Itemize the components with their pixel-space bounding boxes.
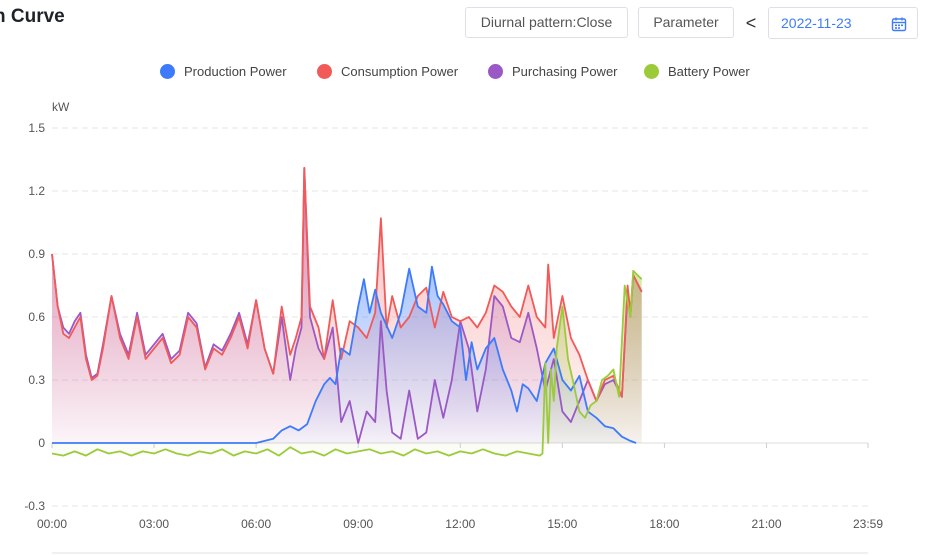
y-tick-label: 0.6 (28, 310, 45, 324)
diurnal-pattern-button[interactable]: Diurnal pattern:Close (465, 7, 628, 38)
y-tick-label: 1.5 (28, 121, 45, 135)
legend-marker (644, 64, 659, 79)
calendar-icon[interactable] (891, 16, 907, 32)
page-title: n Curve (0, 6, 65, 27)
legend-marker (160, 64, 175, 79)
legend-label: Battery Power (668, 64, 750, 79)
x-tick-label: 18:00 (649, 517, 679, 531)
x-tick-label: 15:00 (547, 517, 577, 531)
chevron-left-icon[interactable]: < (745, 13, 757, 33)
x-tick-label: 06:00 (241, 517, 271, 531)
y-tick-label: 0 (38, 436, 45, 450)
series-area (52, 266, 637, 443)
y-unit-label: kW (52, 100, 70, 114)
y-tick-label: 1.2 (28, 184, 45, 198)
y-tick-label: 0.3 (28, 373, 45, 387)
x-tick-label: 12:00 (445, 517, 475, 531)
date-value[interactable]: 2022-11-23 (781, 15, 852, 31)
series-area (52, 270, 642, 456)
parameter-button[interactable]: Parameter (638, 7, 734, 38)
series-line (51, 167, 643, 402)
x-tick-label: 00:00 (37, 517, 67, 531)
legend-marker (488, 64, 503, 79)
x-tick-label: 21:00 (751, 517, 781, 531)
series-line (52, 265, 637, 444)
legend-label: Production Power (184, 64, 287, 79)
x-tick-label: 23:59 (853, 517, 883, 531)
legend-marker (317, 64, 332, 79)
series-line (51, 269, 643, 457)
legend-label: Purchasing Power (512, 64, 618, 79)
x-tick-label: 09:00 (343, 517, 373, 531)
date-picker[interactable]: 2022-11-23 (768, 7, 918, 39)
y-tick-label: 0.9 (28, 247, 45, 261)
y-tick-label: -0.3 (24, 499, 45, 513)
legend-label: Consumption Power (341, 64, 459, 79)
x-tick-label: 03:00 (139, 517, 169, 531)
